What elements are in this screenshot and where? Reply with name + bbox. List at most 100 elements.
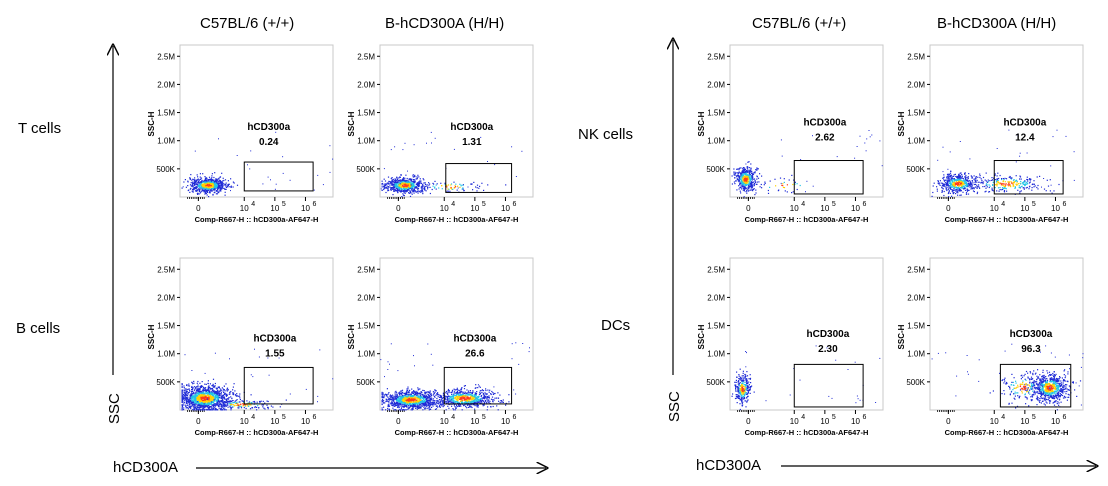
event-dot	[414, 392, 416, 394]
event-dot	[226, 387, 229, 389]
event-dot	[416, 402, 418, 404]
y-tick-label: 2.0M	[157, 80, 175, 89]
event-dot	[418, 388, 420, 390]
event-dot	[215, 391, 217, 393]
event-dot	[215, 396, 217, 398]
event-dot	[413, 189, 415, 191]
event-dot	[222, 390, 224, 392]
event-dot	[481, 402, 483, 404]
event-dot	[464, 399, 466, 401]
event-dot	[383, 406, 385, 408]
event-dot	[404, 184, 406, 186]
event-dot	[193, 187, 196, 189]
event-dot	[216, 394, 218, 396]
event-dot	[423, 397, 425, 400]
event-dot	[412, 408, 414, 410]
event-dot	[217, 185, 219, 187]
event-dot	[491, 396, 494, 398]
event-dot	[399, 188, 401, 190]
event-dot	[396, 177, 398, 179]
event-dot	[417, 187, 420, 190]
event-dot	[191, 381, 193, 383]
event-dot	[212, 189, 214, 191]
event-dot	[186, 397, 188, 399]
event-dot	[204, 401, 206, 403]
event-dot	[415, 397, 417, 400]
event-dot	[211, 399, 213, 401]
event-dot	[424, 393, 426, 395]
event-dot	[734, 177, 736, 179]
event-dot	[390, 149, 392, 151]
event-dot	[738, 169, 740, 171]
event-dot	[197, 185, 199, 187]
x-tick-label: 10	[470, 204, 479, 213]
gate-label: hCD300a	[253, 334, 296, 345]
event-dot	[455, 393, 457, 395]
gate-rectangle	[445, 163, 513, 193]
event-dot	[197, 178, 199, 180]
event-dot	[458, 389, 460, 391]
event-dot	[197, 401, 198, 403]
event-dot	[199, 399, 201, 401]
event-dot	[471, 401, 473, 404]
event-dot	[187, 181, 189, 183]
event-dot	[420, 407, 422, 409]
event-dot	[487, 406, 489, 408]
event-dot	[420, 180, 422, 182]
event-dot	[451, 395, 454, 398]
event-dot	[398, 395, 400, 397]
event-dot	[243, 400, 245, 403]
event-dot	[192, 182, 194, 184]
event-dot	[186, 399, 188, 401]
event-dot	[195, 187, 198, 189]
event-dot	[201, 185, 203, 187]
event-dot	[391, 182, 393, 184]
event-dot	[201, 403, 203, 405]
event-dot	[222, 185, 224, 187]
event-dot	[477, 401, 479, 403]
event-dot	[181, 392, 183, 394]
event-dot	[226, 185, 229, 187]
event-dot	[468, 392, 470, 394]
event-dot	[224, 392, 226, 394]
event-dot	[205, 189, 207, 191]
event-dot	[199, 173, 201, 175]
event-dot	[211, 179, 213, 181]
event-dot	[195, 403, 197, 405]
event-dot	[459, 404, 461, 406]
event-dot	[442, 396, 444, 398]
event-dot	[452, 397, 454, 399]
event-dot	[413, 190, 415, 192]
event-dot	[396, 187, 398, 189]
event-dot	[195, 405, 197, 407]
event-dot	[422, 405, 424, 407]
event-dot	[398, 177, 400, 179]
event-dot	[423, 189, 425, 191]
event-dot	[426, 398, 428, 400]
event-dot	[223, 408, 225, 410]
event-dot	[189, 390, 191, 392]
event-dot	[418, 400, 420, 402]
event-dot	[451, 401, 453, 403]
event-dot	[218, 179, 221, 181]
event-dot	[204, 406, 206, 408]
event-dot	[202, 186, 204, 188]
event-dot	[182, 396, 184, 399]
event-dot	[397, 183, 399, 186]
event-dot	[383, 178, 385, 180]
event-dot	[194, 388, 196, 390]
event-dot	[477, 399, 479, 401]
event-dot	[446, 392, 448, 394]
gate-rectangle	[243, 161, 314, 192]
event-dot	[451, 391, 453, 393]
event-dot	[189, 191, 191, 193]
event-dot	[754, 179, 756, 182]
event-dot	[436, 394, 438, 396]
event-dot	[206, 181, 208, 183]
event-dot	[207, 408, 210, 410]
event-dot	[183, 398, 185, 400]
event-dot	[399, 409, 402, 411]
event-dot	[204, 396, 206, 398]
event-dot	[419, 392, 422, 394]
event-dot	[405, 405, 407, 407]
